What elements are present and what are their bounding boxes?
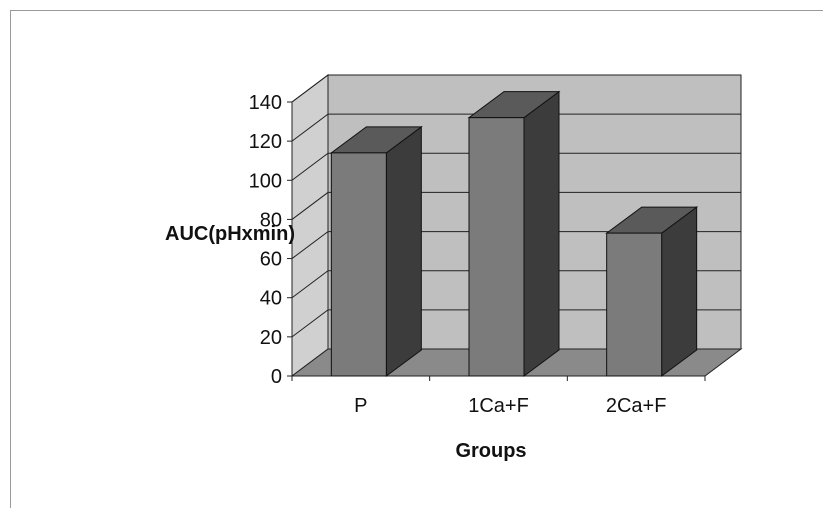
gridline xyxy=(291,152,741,181)
bar-1Ca+F xyxy=(467,90,561,377)
y-tick-label: 100 xyxy=(249,170,282,192)
gridlines xyxy=(291,74,741,338)
gridline xyxy=(291,270,741,299)
category-label: 2Ca+F xyxy=(606,395,667,417)
category-labels: P 1Ca+F 2Ca+F xyxy=(354,395,666,417)
y-tick-label: 20 xyxy=(260,327,282,349)
bar-2Ca+F xyxy=(605,206,699,377)
side-wall xyxy=(291,74,329,377)
y-tick-labels: 0 20 40 60 80 100 120 140 xyxy=(249,92,282,388)
gridline xyxy=(291,191,741,220)
gridline xyxy=(291,113,741,142)
y-tick-label: 0 xyxy=(271,366,282,388)
category-label: P xyxy=(354,395,367,417)
bars xyxy=(329,90,699,377)
y-tick-label: 60 xyxy=(260,249,282,271)
y-tick-label: 40 xyxy=(260,288,282,310)
gridline xyxy=(291,74,741,103)
bar-P xyxy=(329,125,423,377)
bar-front xyxy=(330,152,387,377)
figure-frame xyxy=(10,10,823,508)
bar-side xyxy=(523,90,560,377)
gridline xyxy=(291,309,741,338)
y-tick-label: 140 xyxy=(249,92,282,114)
y-tick-label: 80 xyxy=(260,209,282,231)
x-axis-title: Groups xyxy=(455,440,526,462)
bar-front xyxy=(468,117,525,377)
y-tick-label: 120 xyxy=(249,131,282,153)
bar-front xyxy=(606,232,663,377)
gridline xyxy=(291,231,741,259)
bar-side xyxy=(385,125,422,377)
bar-side xyxy=(661,206,698,377)
y-axis-title: AUC(pHxmin) xyxy=(165,223,295,245)
category-label: 1Ca+F xyxy=(468,395,529,417)
